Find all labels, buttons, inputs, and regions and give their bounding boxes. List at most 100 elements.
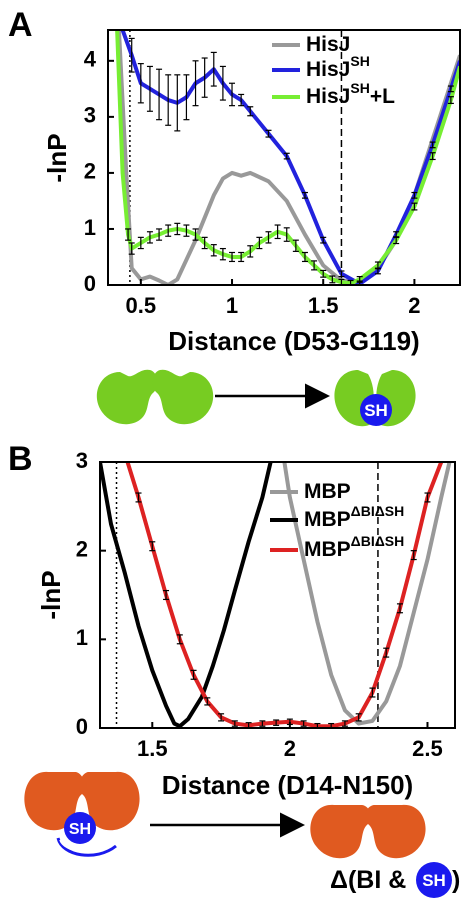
legend-sup: ΔBIΔSH <box>351 533 405 549</box>
legend-name: MBP <box>304 480 351 503</box>
error-bar <box>247 245 254 258</box>
error-bar <box>229 82 236 107</box>
error-bar <box>283 152 290 160</box>
protein-shape <box>310 804 371 859</box>
protein-shape <box>79 771 140 831</box>
error-bar <box>219 65 226 101</box>
x-tick-label: 2 <box>284 736 296 761</box>
legend-name: HisJ <box>306 85 350 108</box>
error-bar <box>146 231 153 244</box>
y-tick-label: 1 <box>84 215 96 240</box>
y-tick-label: 3 <box>84 103 96 128</box>
error-bar <box>163 589 170 601</box>
protein-shape <box>96 369 158 425</box>
error-bar <box>149 541 156 552</box>
panel-label: A <box>8 6 33 44</box>
diagram-b: SH Δ(BI & SH ) <box>24 771 460 898</box>
protein-shape <box>365 804 426 859</box>
error-bar <box>383 647 390 658</box>
error-bar <box>320 236 327 244</box>
legend-label: HisJ <box>306 33 350 56</box>
error-bar <box>210 51 217 87</box>
legend-sup: SH <box>350 53 369 69</box>
error-bar <box>355 713 362 722</box>
error-bar <box>201 57 208 98</box>
error-bar <box>447 96 454 105</box>
strand <box>56 837 117 857</box>
error-bar <box>447 85 454 93</box>
error-bar <box>301 251 308 263</box>
error-bar <box>165 224 172 237</box>
error-bar <box>265 129 272 138</box>
error-bar <box>125 228 132 241</box>
y-tick-label: 3 <box>76 448 88 473</box>
error-bar <box>146 65 153 112</box>
plot-content <box>115 30 460 285</box>
ligand-label: SH <box>364 401 388 420</box>
y-tick-label: 4 <box>84 47 97 72</box>
error-bar <box>301 191 308 199</box>
y-tick-label: 2 <box>76 536 88 561</box>
error-bar <box>265 231 272 244</box>
error-bar <box>396 603 403 614</box>
error-bar <box>192 60 199 107</box>
error-bar <box>218 713 225 722</box>
legend-name: MBP <box>304 508 351 531</box>
x-tick-label: 1.5 <box>137 736 168 761</box>
x-axis-label: Distance (D53-G119) <box>168 326 419 356</box>
error-bar <box>135 492 142 503</box>
x-tick-label: 2 <box>408 293 420 318</box>
legend-label: MBPΔBIΔSH <box>304 533 404 561</box>
error-bar <box>176 634 183 645</box>
caption-end: ) <box>452 866 460 894</box>
y-tick-label: 0 <box>84 271 96 296</box>
error-bar <box>411 191 418 199</box>
error-bar <box>204 697 211 706</box>
ligand-label: SH <box>422 871 446 890</box>
x-tick-label: 2.5 <box>412 736 443 761</box>
legend-name: HisJ <box>306 58 350 81</box>
error-bar <box>238 251 245 263</box>
error-bar <box>183 74 190 121</box>
plot-area <box>100 462 452 728</box>
error-bar <box>274 224 281 240</box>
x-axis-label: Distance (D14-N150) <box>162 770 413 800</box>
legend-sup: SH <box>350 80 369 96</box>
ligand-circle <box>360 394 392 426</box>
error-bar <box>219 247 226 261</box>
series-line <box>282 462 452 726</box>
error-bar <box>283 227 290 242</box>
error-bar <box>292 239 299 252</box>
protein-shape <box>24 771 85 831</box>
error-bar <box>329 275 336 284</box>
legend-sup: ΔBIΔSH <box>351 503 405 519</box>
error-bar <box>273 719 280 726</box>
plot-frame <box>107 29 461 286</box>
y-tick-label: 0 <box>76 714 88 739</box>
strand <box>59 839 111 853</box>
error-bar <box>156 228 163 241</box>
error-bar <box>128 242 135 255</box>
error-bar <box>424 492 431 503</box>
error-bar <box>411 202 418 211</box>
legend-label: HisJSH+L <box>306 80 395 108</box>
x-tick-label: 1 <box>226 293 238 318</box>
y-axis-label: -lnP <box>36 570 66 619</box>
series-line <box>100 462 273 728</box>
error-bar <box>374 261 381 270</box>
error-bar <box>201 236 208 250</box>
ligand-circle <box>416 862 452 898</box>
legend-label: HisJSH <box>306 53 370 81</box>
error-bar <box>320 269 327 278</box>
legend-label: MBPΔBIΔSH <box>304 503 404 531</box>
error-bar <box>356 275 363 283</box>
error-bar <box>247 106 254 117</box>
error-bar <box>137 236 144 250</box>
error-bar <box>238 93 245 107</box>
series-line <box>125 462 444 728</box>
error-bar <box>369 687 376 698</box>
error-bar <box>338 270 345 278</box>
error-bar <box>393 236 400 245</box>
x-tick-label: 1.5 <box>308 293 339 318</box>
